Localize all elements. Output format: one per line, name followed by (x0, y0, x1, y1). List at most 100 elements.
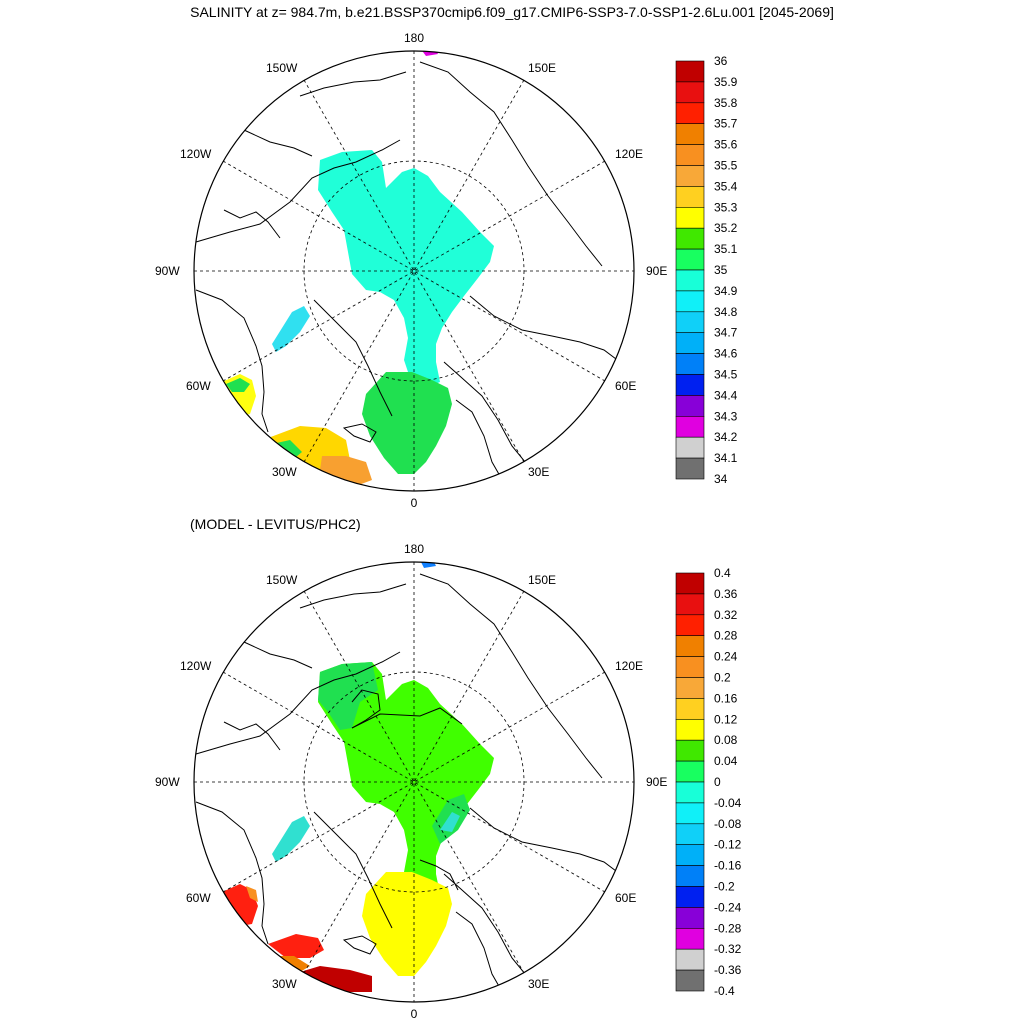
irminger-orange-diff-fill (246, 886, 258, 902)
difference-colorbar-swatch-5 (675, 677, 705, 699)
north-atlantic-dark-diff-fill (300, 966, 372, 992)
salinity-colorbar-swatch-13 (675, 332, 705, 354)
bering-fill (420, 51, 438, 56)
lon-label-60e: 60E (615, 891, 636, 905)
difference-colorbar-swatch-4 (675, 656, 705, 678)
lon-label-90e: 90E (646, 264, 667, 278)
lon-label-30e: 30E (528, 465, 549, 479)
lon-label-180: 180 (404, 31, 424, 45)
salinity-colorbar-tick-label: 34.6 (714, 347, 738, 361)
salinity-colorbar-swatch-11 (675, 290, 705, 313)
salinity-colorbar-tick-label: 34 (714, 472, 728, 486)
difference-colorbar-tick-label: -0.12 (714, 838, 742, 852)
salinity-colorbar-swatch-5 (675, 165, 705, 187)
salinity-colorbar-swatch-2 (675, 102, 705, 125)
salinity-colorbar-tick-label: 35.5 (714, 159, 738, 173)
salinity-colorbar-swatch-4 (675, 144, 705, 166)
lon-label-90e: 90E (646, 775, 667, 789)
lon-label-60e: 60E (615, 379, 636, 393)
difference-colorbar-tick-label: 0.36 (714, 587, 738, 601)
salinity-colorbar-tick-label: 34.3 (714, 409, 738, 423)
salinity-colorbar-swatch-15 (675, 374, 705, 396)
salinity-colorbar-tick-label: 35.2 (714, 221, 738, 235)
difference-colorbar-swatch-8 (675, 739, 705, 762)
salinity-colorbar: 36 35.9 35.8 35.7 35.6 35.5 35.4 35.3 35.2 35.1 35… (675, 54, 738, 486)
salinity-colorbar-tick-label: 35.8 (714, 96, 738, 110)
salinity-colorbar-swatch-14 (675, 353, 705, 375)
difference-colorbar-swatch-11 (675, 802, 705, 825)
salinity-colorbar-tick-label: 35.6 (714, 138, 738, 152)
norwegian-sea-diff-fill (362, 872, 452, 976)
difference-colorbar-tick-label: 0.12 (714, 712, 738, 726)
salinity-colorbar-swatch-9 (675, 248, 705, 271)
lon-label-150e: 150E (528, 61, 556, 75)
salinity-colorbar-swatch-7 (675, 207, 705, 229)
difference-colorbar-swatch-13 (675, 844, 705, 866)
difference-colorbar-swatch-1 (675, 593, 705, 616)
lon-label-30w: 30W (272, 465, 297, 479)
irminger-green-fill (226, 378, 250, 392)
difference-colorbar-swatch-19 (675, 969, 705, 992)
salinity-colorbar-tick-label: 34.9 (714, 284, 738, 298)
graticule (194, 51, 634, 491)
difference-colorbar-swatch-16 (675, 907, 705, 929)
difference-map: 180 150E 120E 90E 60E 30E 0 30W 60W 90W … (155, 542, 667, 1021)
norwegian-sea-fill (362, 372, 452, 474)
graticule (194, 562, 634, 1002)
salinity-colorbar-tick-label: 34.2 (714, 430, 738, 444)
lon-label-60w: 60W (186, 379, 211, 393)
difference-colorbar-tick-label: 0.08 (714, 733, 738, 747)
difference-colorbar-tick-label: 0 (714, 775, 721, 789)
north-atlantic-orange-fill (320, 456, 372, 486)
salinity-colorbar-tick-label: 34.8 (714, 305, 738, 319)
salinity-colorbar-swatch-12 (675, 311, 705, 333)
arctic-basin-fill (318, 150, 494, 388)
lon-label-90w: 90W (155, 264, 180, 278)
difference-colorbar-tick-label: 0.24 (714, 650, 738, 664)
lon-label-120e: 120E (615, 147, 643, 161)
barents-cyan-fill (440, 812, 460, 832)
difference-colorbar-swatch-12 (675, 823, 705, 845)
lon-label-120w: 120W (180, 659, 212, 673)
lon-label-150w: 150W (266, 61, 298, 75)
lon-label-30e: 30E (528, 977, 549, 991)
difference-colorbar-tick-label: 0.4 (714, 566, 731, 580)
salinity-colorbar-tick-label: 34.4 (714, 388, 738, 402)
salinity-colorbar-tick-label: 35 (714, 263, 728, 277)
salinity-colorbar-tick-label: 35.3 (714, 200, 738, 214)
salinity-colorbar-tick-label: 34.7 (714, 326, 738, 340)
difference-colorbar-swatch-9 (675, 760, 705, 783)
salinity-colorbar-swatch-6 (675, 186, 705, 208)
difference-colorbar-tick-label: 0.28 (714, 629, 738, 643)
difference-colorbar-tick-label: 0.16 (714, 691, 738, 705)
difference-colorbar: 0.4 0.36 0.32 0.28 0.24 0.2 0.16 0.12 0.08 0.04 0 -… (675, 566, 742, 998)
lon-label-180: 180 (404, 542, 424, 556)
baffin-bay-fill (272, 306, 310, 352)
salinity-colorbar-tick-label: 34.1 (714, 451, 738, 465)
difference-colorbar-swatch-3 (675, 635, 705, 657)
arctic-basin-diff-fill (318, 662, 494, 900)
difference-colorbar-tick-label: -0.32 (714, 942, 742, 956)
salinity-colorbar-swatch-8 (675, 227, 705, 250)
salinity-colorbar-tick-label: 34.5 (714, 368, 738, 382)
difference-colorbar-swatch-6 (675, 698, 705, 720)
difference-colorbar-tick-label: -0.28 (714, 921, 742, 935)
baffin-bay-diff-fill (272, 816, 310, 862)
difference-colorbar-tick-label: -0.16 (714, 859, 742, 873)
salinity-colorbar-swatch-17 (675, 415, 705, 438)
difference-colorbar-tick-label: 0.32 (714, 608, 738, 622)
salinity-colorbar-tick-label: 36 (714, 54, 728, 68)
lon-label-90w: 90W (155, 775, 180, 789)
salinity-colorbar-swatch-10 (675, 269, 705, 292)
difference-colorbar-tick-label: -0.24 (714, 900, 742, 914)
lon-label-120w: 120W (180, 147, 212, 161)
salinity-map: 180 150E 120E 90E 60E 30E 0 30W 60W 90W … (155, 31, 667, 510)
salinity-colorbar-swatch-19 (675, 457, 705, 480)
arctic-shelf-diff-fill (318, 662, 378, 730)
difference-colorbar-tick-label: -0.04 (714, 796, 742, 810)
salinity-colorbar-swatch-0 (675, 60, 705, 83)
difference-colorbar-swatch-15 (675, 886, 705, 908)
salinity-colorbar-swatch-3 (675, 123, 705, 145)
difference-colorbar-swatch-14 (675, 865, 705, 887)
